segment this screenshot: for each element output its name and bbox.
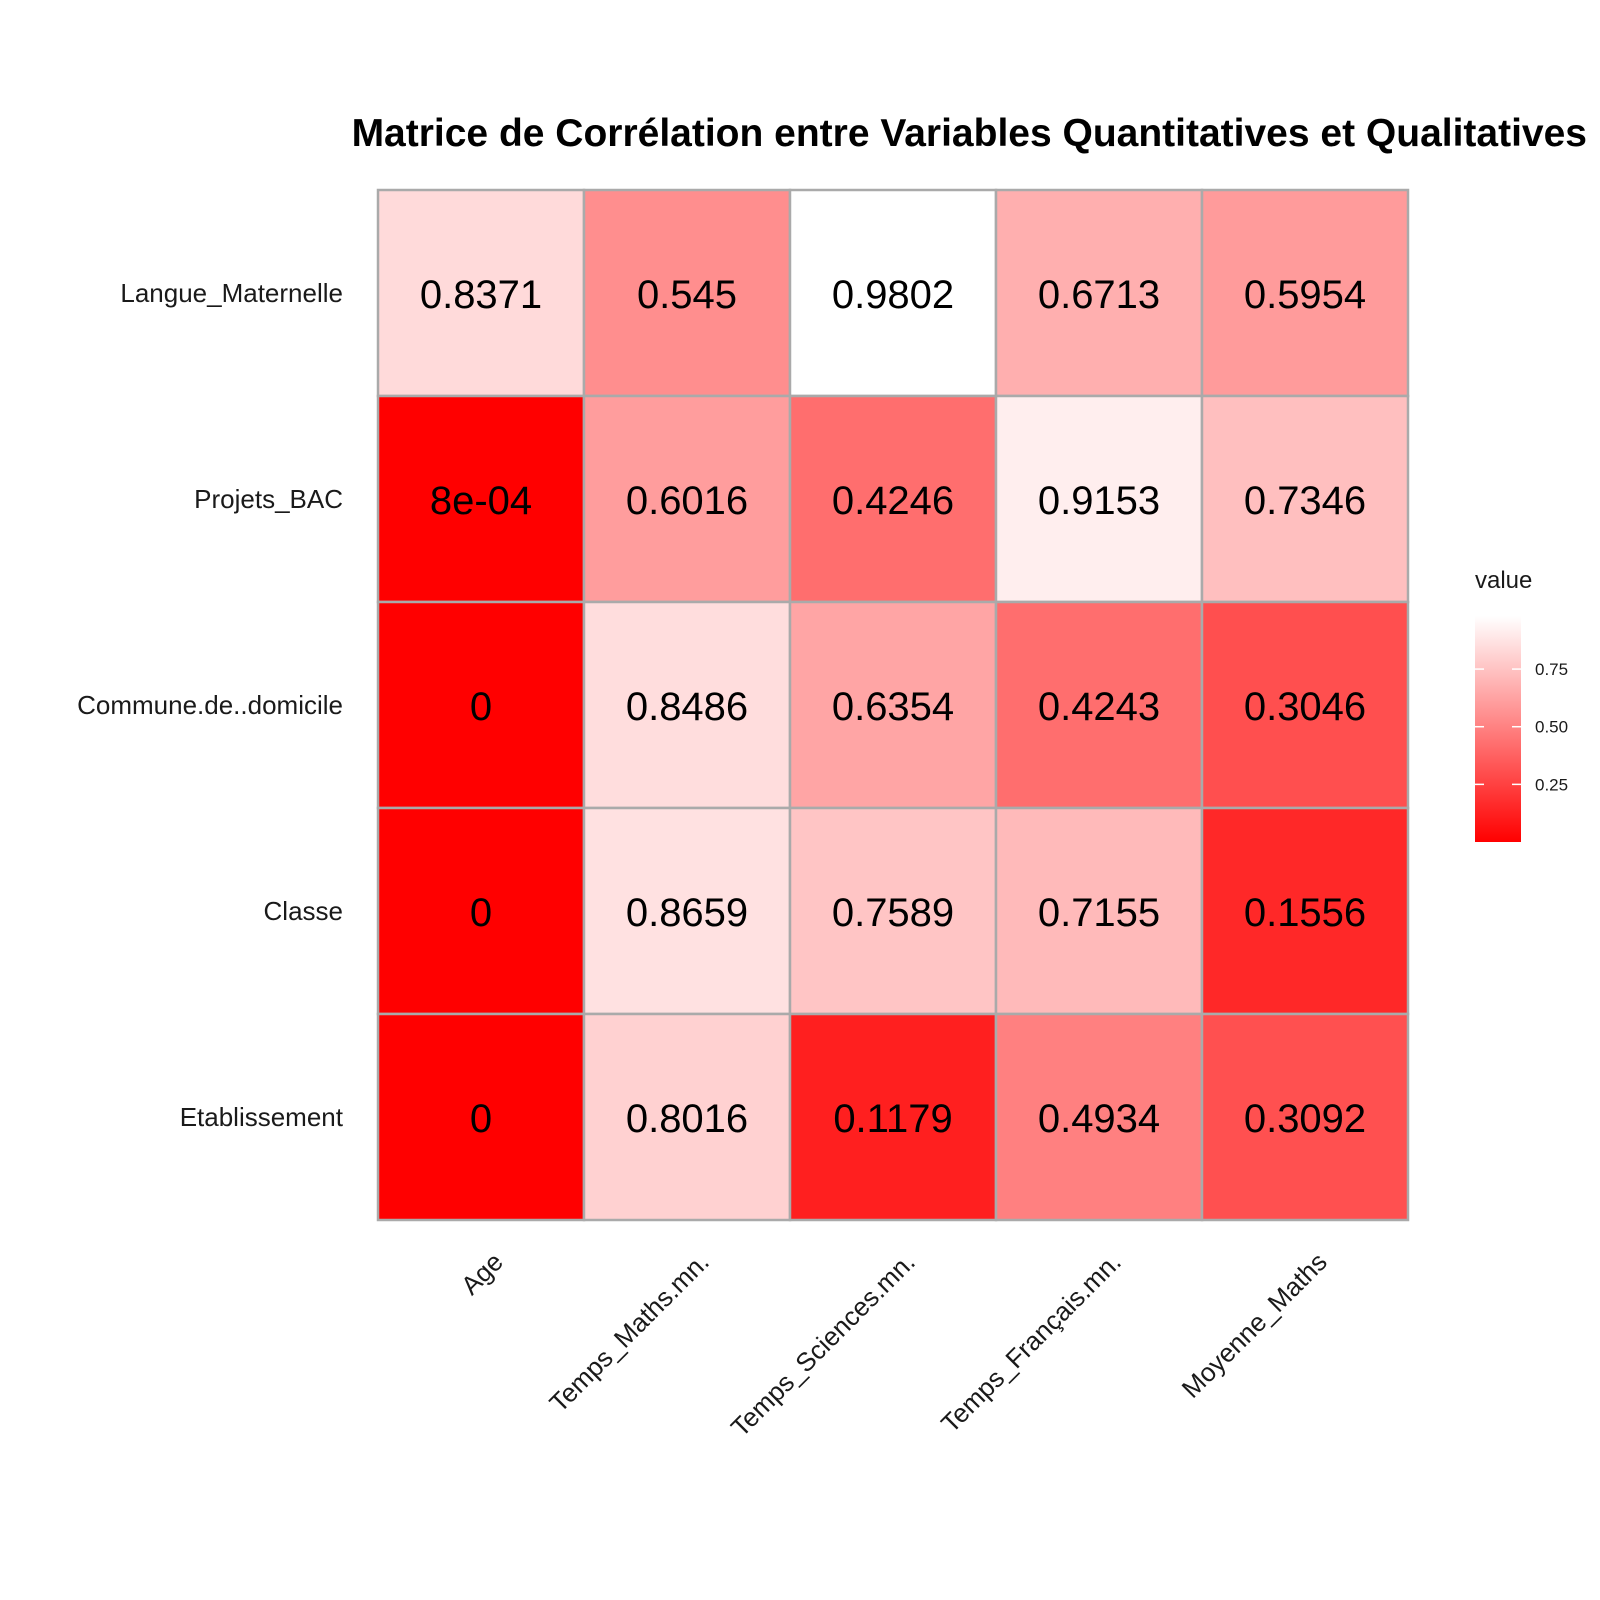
cell-value-label: 0.1556 bbox=[1244, 891, 1366, 935]
cell-value-label: 0.3046 bbox=[1244, 685, 1366, 729]
y-tick-label: Etablissement bbox=[180, 1102, 344, 1132]
cell-value-label: 8e-04 bbox=[430, 479, 532, 523]
cell-value-label: 0.8016 bbox=[626, 1097, 748, 1141]
chart-title: Matrice de Corrélation entre Variables Q… bbox=[352, 112, 1587, 155]
cell-value-label: 0.6354 bbox=[832, 685, 954, 729]
heatmap-tile bbox=[788, 1012, 998, 1222]
x-tick-label: Temps_Français.mn. bbox=[935, 1247, 1127, 1439]
x-tick-label: Moyenne_Maths bbox=[1176, 1247, 1333, 1404]
heatmap-tile bbox=[788, 806, 998, 1016]
cell-value-label: 0.9153 bbox=[1038, 479, 1160, 523]
heatmap-tile bbox=[788, 394, 998, 604]
cell-value-label: 0.5954 bbox=[1244, 273, 1366, 317]
tiles-layer bbox=[376, 188, 1410, 1222]
cell-value-label: 0.6016 bbox=[626, 479, 748, 523]
heatmap-tile bbox=[376, 1012, 586, 1222]
legend-colorbar bbox=[1475, 616, 1521, 842]
heatmap-tile bbox=[376, 806, 586, 1016]
heatmap-tile bbox=[994, 188, 1204, 398]
heatmap-tile bbox=[1200, 394, 1410, 604]
x-tick-label: Temps_Maths.mn. bbox=[543, 1247, 714, 1418]
cell-value-label: 0 bbox=[470, 891, 492, 935]
y-tick-label: Langue_Maternelle bbox=[120, 278, 343, 308]
color-legend: value 0.25 0.50 0.75 bbox=[1475, 567, 1568, 842]
legend-title: value bbox=[1475, 567, 1532, 594]
cell-value-label: 0.8371 bbox=[420, 273, 542, 317]
cell-value-label: 0.8486 bbox=[626, 685, 748, 729]
cell-value-label: 0.8659 bbox=[626, 891, 748, 935]
cell-value-label: 0.7346 bbox=[1244, 479, 1366, 523]
y-tick-label: Commune.de..domicile bbox=[77, 690, 343, 720]
cell-value-label: 0.4243 bbox=[1038, 685, 1160, 729]
heatmap-tile bbox=[1200, 806, 1410, 1016]
heatmap-tile bbox=[1200, 600, 1410, 810]
cell-value-label: 0 bbox=[470, 1097, 492, 1141]
heatmap-tile bbox=[582, 1012, 792, 1222]
heatmap-tile bbox=[376, 394, 586, 604]
cell-value-label: 0.7155 bbox=[1038, 891, 1160, 935]
cell-value-label: 0.6713 bbox=[1038, 273, 1160, 317]
heatmap-tile bbox=[376, 188, 586, 398]
cell-value-label: 0.3092 bbox=[1244, 1097, 1366, 1141]
heatmap-tile bbox=[994, 806, 1204, 1016]
heatmap-tile bbox=[582, 806, 792, 1016]
x-tick-label: Age bbox=[455, 1247, 509, 1301]
legend-tick-label: 0.25 bbox=[1535, 775, 1568, 794]
heatmap-tile bbox=[1200, 188, 1410, 398]
heatmap-tile bbox=[994, 600, 1204, 810]
cell-value-label: 0 bbox=[470, 685, 492, 729]
heatmap-tile bbox=[788, 188, 998, 398]
legend-tick-label: 0.75 bbox=[1535, 660, 1568, 679]
cell-value-label: 0.9802 bbox=[832, 273, 954, 317]
cell-value-label: 0.4246 bbox=[832, 479, 954, 523]
y-tick-label: Projets_BAC bbox=[194, 484, 343, 514]
x-axis-labels: Age Temps_Maths.mn. Temps_Sciences.mn. Temp… bbox=[455, 1247, 1333, 1443]
cell-value-label: 0.1179 bbox=[833, 1097, 952, 1141]
heatmap-tile bbox=[1200, 1012, 1410, 1222]
y-axis-labels: Langue_Maternelle Projets_BAC Commune.de..… bbox=[77, 278, 344, 1132]
legend-tick-label: 0.50 bbox=[1535, 718, 1568, 737]
heatmap-tile bbox=[582, 600, 792, 810]
cell-value-label: 0.4934 bbox=[1038, 1097, 1160, 1141]
y-tick-label: Classe bbox=[264, 896, 343, 926]
heatmap-tile bbox=[582, 188, 792, 398]
heatmap-tile bbox=[788, 600, 998, 810]
cell-value-label: 0.545 bbox=[637, 273, 737, 317]
x-tick-label: Temps_Sciences.mn. bbox=[725, 1247, 921, 1443]
cell-labels-layer: 0.8371 0.545 0.9802 0.6713 0.5954 8e-04 0.6016… bbox=[420, 273, 1366, 1141]
cell-value-label: 0.7589 bbox=[832, 891, 954, 935]
